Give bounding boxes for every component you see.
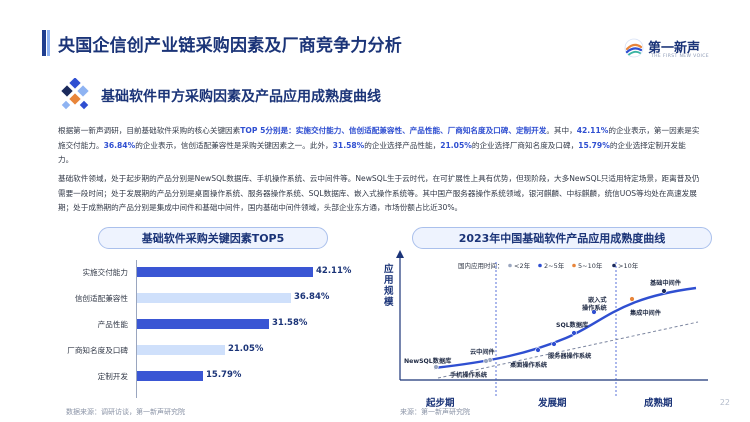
- logo-icon: [624, 38, 644, 58]
- maturity-point-label: 手机操作系统: [450, 371, 488, 379]
- title-accent-bar: [42, 30, 46, 56]
- maturity-point-label: 基础中间件: [649, 279, 682, 287]
- page-title: 央国企信创产业链采购因素及厂商竞争力分析: [58, 36, 402, 56]
- legend-dot: [572, 263, 576, 268]
- legend-label: 2~5年: [544, 261, 565, 270]
- bar-value-label: 31.58%: [271, 318, 308, 328]
- maturity-curve: [433, 286, 697, 370]
- legend-dot: [508, 263, 512, 268]
- bar: [137, 345, 225, 355]
- bar-value-label: 36.84%: [293, 292, 330, 302]
- para1-text: 的企业表示，信创适配兼容性是采购关键因素之一。此外，: [135, 140, 333, 150]
- para1-text: 根据第一新声调研，目前基础软件采购的核心关键因素: [58, 126, 241, 135]
- legend-title: 国内应用时间：: [458, 261, 504, 270]
- left-chart-source: 数据来源：调研访谈，第一新声研究院: [66, 408, 185, 416]
- maturity-point-label: 桌面操作系统: [509, 361, 548, 369]
- maturity-curve-chart: 应用规模 国内应用时间： <2年 2~5年 5~10年 >10年 NewSQL数据库 云…: [383, 250, 708, 409]
- section-title: 基础软件甲方采购因素及产品应用成熟度曲线: [101, 89, 381, 105]
- maturity-paragraph: 基础软件领域，处于起步期的产品分别是NewSQL数据库、手机操作系统、云中间件等…: [58, 174, 700, 213]
- title-accent-bar-light: [47, 30, 50, 56]
- maturity-point-label: 嵌入式: [588, 296, 607, 304]
- maturity-point-label: 云中间件: [470, 348, 496, 356]
- maturity-point: [483, 358, 489, 364]
- para1-text: 的企业选择厂商知名度及口碑，: [471, 140, 579, 150]
- para1-highlight: 31.58%: [332, 140, 365, 150]
- para1-highlight: 42.11%: [576, 126, 609, 135]
- maturity-point: [551, 341, 557, 347]
- section-diamond-icon: [61, 78, 89, 110]
- para1-highlight: 15.79%: [578, 140, 610, 150]
- maturity-point: [591, 309, 597, 315]
- maturity-point: [629, 296, 635, 302]
- legend-label: 5~10年: [578, 261, 603, 270]
- legend-dot: [538, 263, 542, 268]
- page-number: 22: [719, 398, 730, 407]
- bar: [137, 267, 313, 277]
- para1-text: 。其中，: [546, 126, 577, 135]
- para1-highlight: 21.05%: [440, 140, 472, 150]
- right-chart-title: 2023年中国基础软件产品应用成熟度曲线: [412, 227, 712, 249]
- trend-line: [437, 321, 699, 379]
- bar: [137, 293, 291, 303]
- bar-value-label: 42.11%: [316, 266, 352, 276]
- maturity-point-label: 操作系统: [582, 304, 608, 312]
- maturity-point-label: SQL数据库: [556, 321, 589, 329]
- maturity-point: [661, 288, 667, 294]
- summary-paragraph: 根据第一新声调研，目前基础软件采购的核心关键因素TOP 5分别是：实施交付能力、…: [58, 124, 700, 168]
- maturity-point-label: 服务器操作系统: [548, 352, 592, 360]
- right-chart-source: 来源：第一新声研究院: [400, 408, 470, 416]
- logo-text: 第一新声: [648, 41, 701, 56]
- bar-chart-axis: [136, 260, 137, 398]
- stage-label: 发展期: [537, 397, 567, 409]
- legend-label: <2年: [514, 261, 531, 270]
- maturity-point: [535, 347, 541, 353]
- bar-category-label: 定制开发: [97, 372, 128, 381]
- legend-dot: [612, 263, 616, 268]
- bar: [137, 371, 203, 381]
- bar: [137, 319, 269, 329]
- bar-category-label: 信创适配兼容性: [74, 294, 128, 303]
- para1-highlight: 36.84%: [103, 140, 136, 150]
- stage-labels: 起步期 发展期 成熟期: [425, 397, 673, 409]
- logo-subtext: THE FIRST NEW VOICE: [651, 54, 710, 59]
- y-axis-label: 应用规模: [383, 263, 394, 308]
- para1-text: 的企业选择定制开发能力。: [58, 140, 686, 165]
- maturity-point-label: 集成中间件: [629, 309, 662, 317]
- left-chart-title: 基础软件采购关键因素TOP5: [98, 227, 328, 249]
- para1-highlight: TOP 5分别是：实施交付能力、信创适配兼容性、产品性能、厂商知名度及口碑、定制…: [240, 126, 547, 135]
- y-axis-arrow: [396, 250, 404, 258]
- stage-label: 起步期: [425, 397, 455, 409]
- bar-category-label: 实施交付能力: [82, 268, 128, 277]
- legend-label: >10年: [618, 261, 639, 270]
- para1-text: 的企业表示，第一因素是实施交付能力。: [58, 126, 700, 150]
- bar-category-label: 厂商知名度及口碑: [67, 346, 128, 355]
- maturity-point: [433, 364, 439, 370]
- bar-value-label: 21.05%: [227, 344, 264, 354]
- legend: <2年 2~5年 5~10年 >10年: [508, 261, 639, 270]
- bar-value-label: 15.79%: [205, 370, 242, 380]
- para1-text: 的企业选择产品性能，: [364, 140, 441, 150]
- bar-category-label: 产品性能: [97, 320, 128, 329]
- brand-logo: 第一新声 THE FIRST NEW VOICE: [624, 36, 722, 64]
- maturity-point-label: NewSQL数据库: [404, 357, 452, 365]
- stage-label: 成熟期: [644, 397, 673, 409]
- maturity-point: [571, 330, 577, 336]
